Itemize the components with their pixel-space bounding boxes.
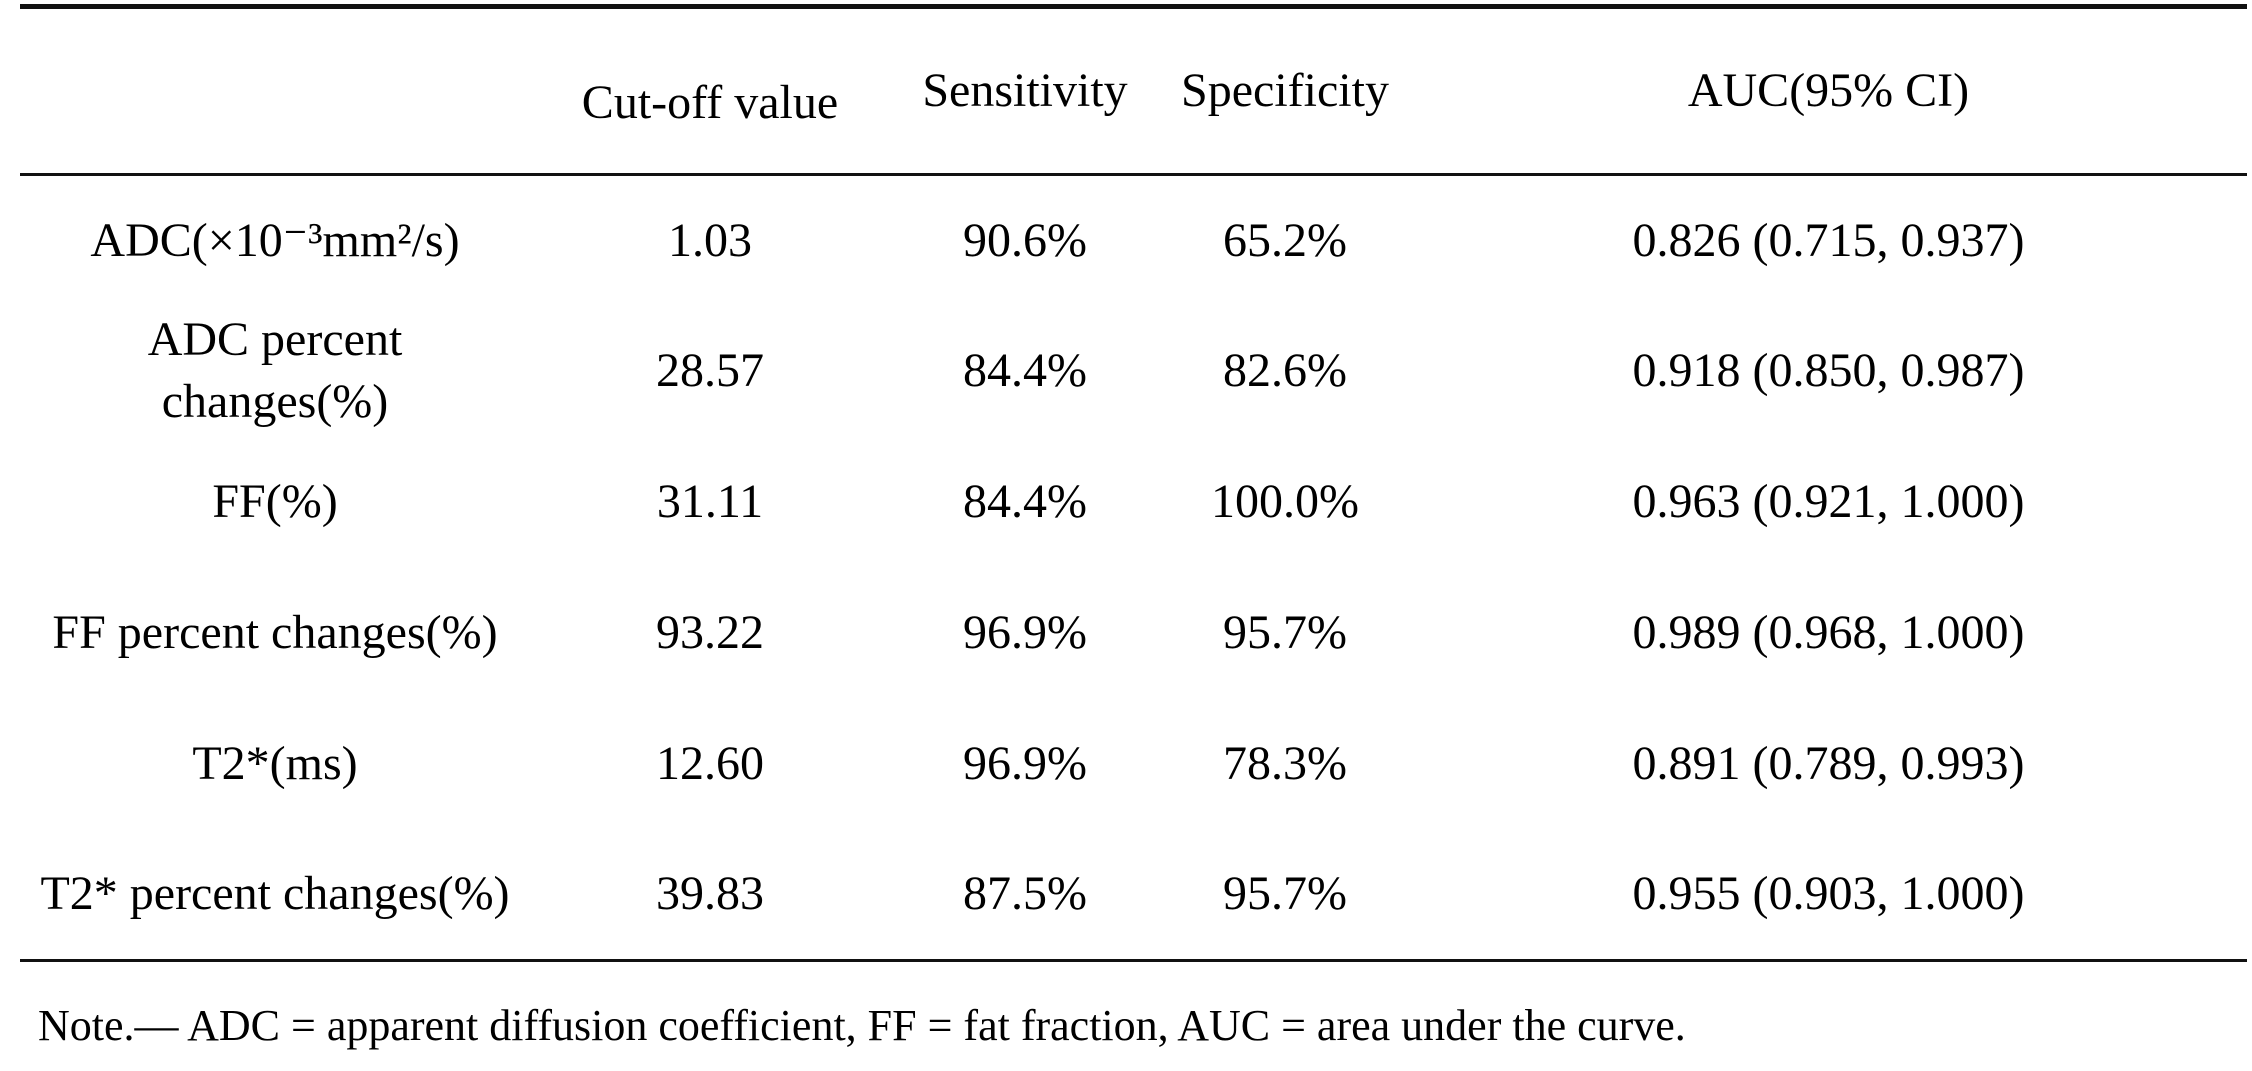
cell-specificity: 95.7% [1223, 605, 1347, 659]
row-label: T2* percent changes(%) [40, 867, 510, 921]
col-header-sensitivity: Sensitivity [922, 63, 1128, 117]
cell-cutoff: 28.57 [656, 343, 764, 397]
cell-cutoff: 93.22 [656, 605, 764, 659]
cell-auc: 0.963 (0.921, 1.000) [1632, 474, 2025, 528]
cell-auc: 0.826 (0.715, 0.937) [1632, 213, 2025, 267]
cell-auc: 0.918 (0.850, 0.987) [1632, 343, 2025, 397]
col-header-specificity: Specificity [1181, 63, 1389, 117]
cell-specificity: 65.2% [1223, 213, 1347, 267]
cell-cutoff: 31.11 [656, 474, 764, 528]
cell-specificity: 78.3% [1223, 736, 1347, 790]
cell-specificity: 100.0% [1211, 474, 1359, 528]
cell-sensitivity: 96.9% [963, 605, 1087, 659]
table-header: Cut-off value Sensitivity Specificity AU… [20, 7, 2247, 175]
cell-sensitivity: 90.6% [963, 213, 1087, 267]
table-row-adc-percent-changes: ADC percent changes(%) 28.57 84.4% 82.6%… [20, 306, 2247, 437]
cell-auc: 0.989 (0.968, 1.000) [1632, 605, 2025, 659]
cell-auc: 0.891 (0.789, 0.993) [1632, 736, 2025, 790]
col-header-parameter [20, 7, 530, 175]
col-header-cutoff: Cut-off value [581, 75, 839, 129]
cell-specificity: 82.6% [1223, 343, 1347, 397]
table-row-t2star-percent-changes: T2* percent changes(%) 39.83 87.5% 95.7%… [20, 830, 2247, 961]
results-table: Cut-off value Sensitivity Specificity AU… [20, 4, 2247, 962]
table-row-t2star: T2*(ms) 12.60 96.9% 78.3% 0.891 (0.789, … [20, 699, 2247, 830]
col-header-auc: AUC(95% CI) [1687, 63, 1970, 117]
cell-cutoff: 39.83 [656, 867, 764, 921]
row-label: FF(%) [212, 474, 338, 528]
row-label: T2*(ms) [192, 736, 358, 790]
row-label: ADC percent changes(%) [147, 312, 403, 428]
cell-sensitivity: 84.4% [963, 343, 1087, 397]
table-footnote: Note.— ADC = apparent diffusion coeffici… [38, 1001, 1686, 1050]
cell-cutoff: 12.60 [656, 736, 764, 790]
row-label: FF percent changes(%) [52, 605, 498, 659]
cell-specificity: 95.7% [1223, 867, 1347, 921]
header-row: Cut-off value Sensitivity Specificity AU… [20, 7, 2247, 175]
table-body: ADC(×10⁻³mm²/s) 1.03 90.6% 65.2% 0.826 (… [20, 175, 2247, 961]
table-row-ff-percent-changes: FF percent changes(%) 93.22 96.9% 95.7% … [20, 568, 2247, 699]
table-row-adc: ADC(×10⁻³mm²/s) 1.03 90.6% 65.2% 0.826 (… [20, 175, 2247, 306]
cell-sensitivity: 96.9% [963, 736, 1087, 790]
table-row-ff: FF(%) 31.11 84.4% 100.0% 0.963 (0.921, 1… [20, 437, 2247, 568]
cell-cutoff: 1.03 [668, 213, 752, 267]
row-label: ADC(×10⁻³mm²/s) [90, 213, 460, 267]
cell-sensitivity: 84.4% [963, 474, 1087, 528]
cell-sensitivity: 87.5% [963, 867, 1087, 921]
cell-auc: 0.955 (0.903, 1.000) [1632, 867, 2025, 921]
